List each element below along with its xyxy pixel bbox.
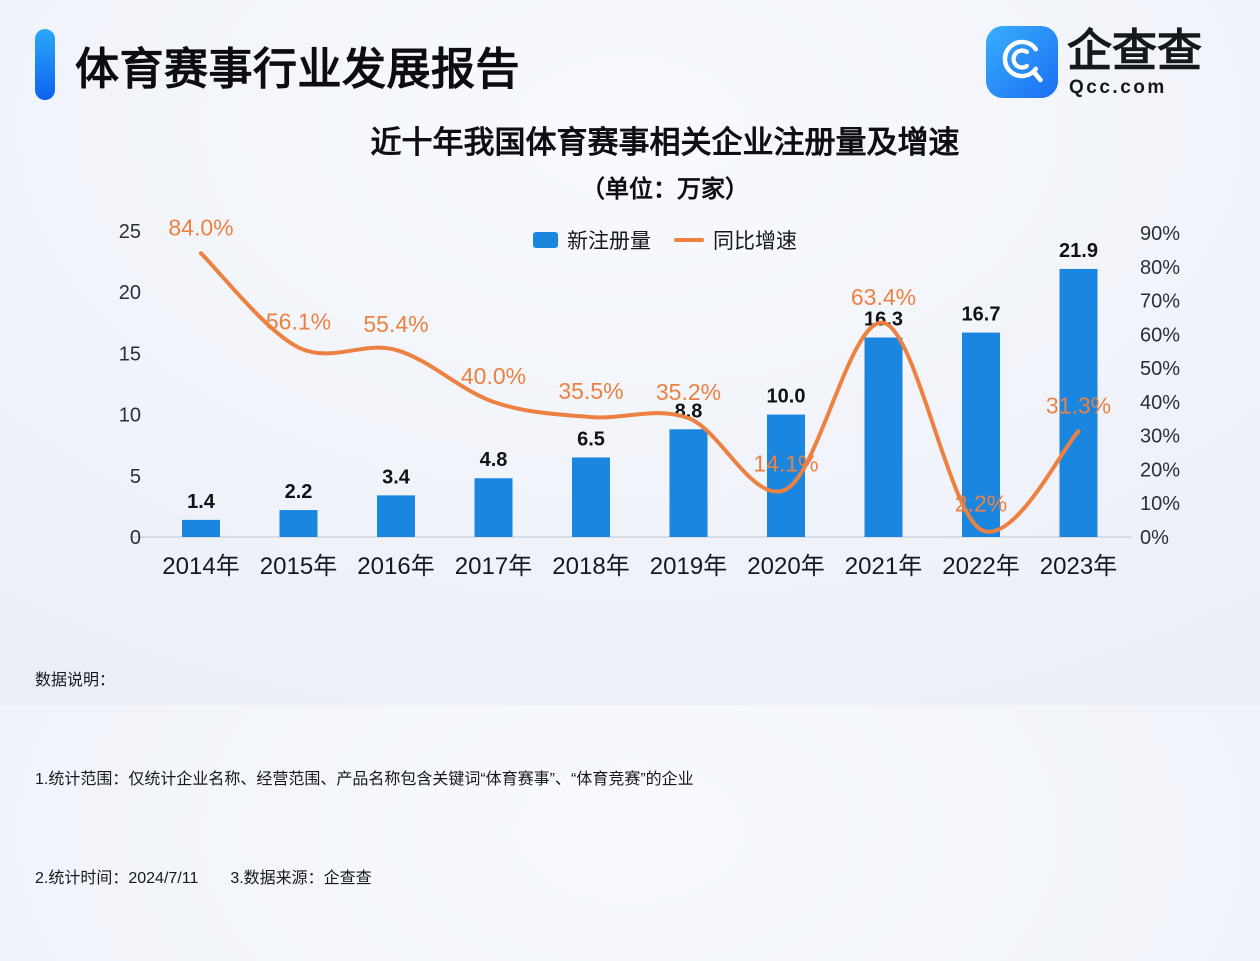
growth-rate-line [199,251,1081,534]
bar-2021年 [864,337,903,537]
growth-rate-label: 40.0% [461,363,526,389]
report-page: 体育赛事行业发展报告 企查查 Qcc.com 近十年我国体育赛事相关企业注册量及… [0,26,1260,887]
report-header: 体育赛事行业发展报告 [35,29,520,100]
growth-rate-label: 14.1% [753,450,818,476]
left-axis-tick: 15 [119,343,141,365]
bar-value-label: 10.0 [767,386,806,408]
chart-subtitle: （单位：万家） [581,176,749,203]
bar-value-label: 3.4 [382,466,411,488]
data-notes: 数据说明： 1.统计范围：仅统计企业名称、经营范围、产品名称包含关键词“体育赛事… [35,598,694,961]
bar-2014年 [182,519,220,537]
bar-value-label: 6.5 [577,428,605,450]
data-notes-date-source: 2.统计时间：2024/7/11 3.数据来源：企查查 [35,870,372,887]
x-axis-label: 2021年 [845,553,922,580]
x-axis-label: 2022年 [942,553,1019,580]
right-axis-tick: 90% [1140,223,1180,245]
right-axis-tick: 70% [1140,291,1180,313]
growth-rate-label: 56.1% [266,309,331,335]
x-axis-label: 2014年 [162,553,239,580]
qcc-logo-name: 企查查 [1067,25,1203,76]
growth-rate-label: 2.2% [955,491,1007,517]
x-axis-label: 2017年 [455,553,532,580]
legend-bar-label: 新注册量 [567,230,651,253]
data-notes-scope: 1.统计范围：仅统计企业名称、经营范围、产品名称包含关键词“体育赛事”、“体育竞… [35,771,694,788]
chart-heading: 近十年我国体育赛事相关企业注册量及增速 （单位：万家） 新注册量 同比增速 [0,117,1260,255]
x-axis-label: 2015年 [260,553,337,580]
data-notes-heading: 数据说明： [35,672,116,689]
qcc-logo-domain: Qcc.com [1069,77,1167,98]
qcc-magnifier-icon [986,26,1058,98]
bar-2019年 [669,429,708,537]
growth-rate-label: 84.0% [168,214,233,240]
right-axis-tick: 80% [1140,257,1180,279]
qcc-logo: 企查查 Qcc.com [986,26,1202,99]
growth-rate-label: 35.2% [656,379,721,405]
bar-2015年 [279,510,318,537]
legend-line-swatch [674,238,704,242]
bar-2018年 [572,457,610,537]
left-axis-tick: 0 [130,527,141,549]
bar-value-label: 16.7 [962,304,1001,326]
bar-value-label: 4.8 [480,449,508,471]
right-axis-tick: 50% [1140,358,1180,380]
bar-value-label: 1.4 [187,491,216,513]
header-accent-bar [35,29,55,100]
x-axis-label: 2018年 [552,553,629,580]
right-axis-tick: 40% [1140,392,1180,414]
left-axis-tick: 5 [130,466,141,488]
right-axis-tick: 30% [1140,426,1180,448]
x-axis-label: 2016年 [357,553,434,580]
registration-growth-chart: 0 5 10 15 20 25 0% 10% 20% 30% 40% 50% 60% 70% 80% 90% 2… [119,214,1180,580]
x-axis-label: 2020年 [747,553,824,580]
right-axis-tick: 10% [1140,493,1180,515]
left-axis-tick: 10 [119,405,141,427]
right-axis-tick: 20% [1140,459,1180,481]
growth-rate-label: 55.4% [363,311,428,337]
report-title: 体育赛事行业发展报告 [75,44,520,94]
bar-value-label: 2.2 [285,481,313,503]
chart-legend: 新注册量 同比增速 [70,225,1260,255]
growth-rate-label: 35.5% [558,378,623,404]
legend-bar-swatch [533,232,558,248]
bar-2022年 [962,332,1000,537]
bar-2017年 [474,478,513,537]
left-axis-tick: 25 [119,221,141,243]
growth-rate-label: 31.3% [1046,392,1111,418]
growth-rate-label: 63.4% [851,284,916,310]
x-axis-label: 2019年 [650,553,727,580]
qcc-logo-text: 企查查 Qcc.com [1067,26,1202,99]
left-axis-tick: 20 [119,282,141,304]
bar-2016年 [377,495,415,537]
bar-2023年 [1059,268,1098,537]
right-axis-tick: 0% [1140,527,1169,549]
chart-title: 近十年我国体育赛事相关企业注册量及增速 [370,125,960,160]
bar-value-label: 21.9 [1059,240,1098,262]
legend-line-label: 同比增速 [713,230,797,253]
x-axis-label: 2023年 [1040,553,1117,580]
right-axis-tick: 60% [1140,324,1180,346]
